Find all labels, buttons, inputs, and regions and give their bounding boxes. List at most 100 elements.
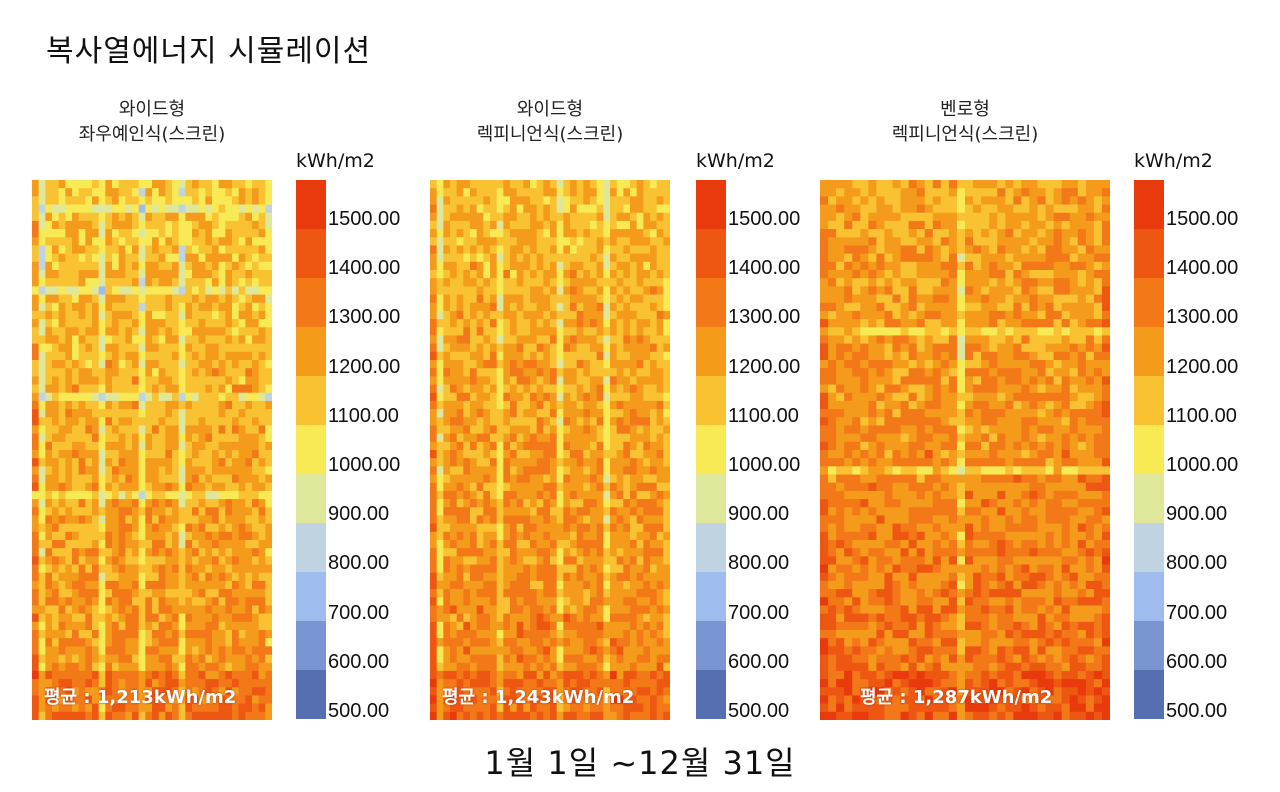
heatmap-cell [496,654,504,664]
heatmap-cell [112,270,120,279]
heatmap-cell [258,360,266,369]
heatmap-cell [463,679,471,688]
heatmap-cell [265,638,272,647]
heatmap-cell [450,474,458,484]
heatmap-cell [536,646,544,655]
heatmap-cell [643,703,651,713]
heatmap-cell [436,589,444,598]
heatmap-cell [576,564,584,574]
heatmap-cell [38,466,46,475]
heatmap-cell [38,450,46,459]
heatmap-cell [232,515,240,525]
heatmap-cell [583,695,591,705]
heatmap-cell [152,515,160,525]
heatmap-cell [556,441,564,451]
heatmap-cell [450,384,458,394]
heatmap-cell [32,237,40,246]
heatmap-cell [463,474,471,484]
heatmap-cell [450,450,458,459]
heatmap-cell [178,294,186,304]
heatmap-cell [45,646,53,655]
heatmap-cell [58,253,66,263]
heatmap-cell [844,204,853,214]
heatmap-cell [650,425,658,435]
heatmap-cell [32,196,40,205]
heatmap-cell [172,490,180,500]
heatmap-cell [656,679,664,688]
heatmap-cell [590,458,598,467]
heatmap-cell [650,695,658,705]
heatmap-cell [596,343,604,353]
heatmap-cell [630,654,638,664]
heatmap-cell [643,441,651,451]
heatmap-cell [92,695,100,705]
heatmap-cell [476,450,484,459]
heatmap-cell [72,695,80,705]
heatmap-cell [470,630,478,639]
heatmap-cell [583,703,591,713]
heatmap-cell [172,589,180,598]
heatmap-cell [656,392,664,402]
heatmap-cell [165,670,173,680]
heatmap-cell [610,294,618,304]
heatmap-cell [463,237,471,246]
heatmap-cell [232,523,240,533]
heatmap-cell [596,556,604,565]
heatmap-cell [65,229,73,238]
heatmap-cell [443,392,451,402]
heatmap-cell [616,392,624,402]
heatmap-cell [636,286,644,295]
heatmap-cell [265,507,272,516]
heatmap-cell [516,433,524,443]
heatmap-cell [65,654,73,664]
heatmap-cell [265,392,272,402]
heatmap-cell [650,351,658,361]
heatmap-cell [258,237,266,246]
heatmap-cell [152,711,160,720]
heatmap-cell [265,687,272,696]
heatmap-cell [610,482,618,492]
heatmap-cell [430,196,438,205]
heatmap-cell [252,572,260,582]
heatmap-cell [65,564,73,574]
heatmap-cell [192,441,200,451]
heatmap-cell [503,482,511,492]
heatmap-cell [112,515,120,525]
heatmap-cell [218,564,226,574]
heatmap-cell [32,613,40,623]
heatmap-cell [198,368,206,377]
heatmap-cell [496,261,504,271]
heatmap-cell [198,400,206,410]
heatmap-cell [225,188,233,197]
heatmap-cell [470,425,478,435]
heatmap-cell [58,392,66,402]
heatmap-cell [158,630,166,639]
heatmap-cell [185,605,193,615]
heatmap-cell [570,474,578,484]
heatmap-cell [258,286,266,295]
heatmap-cell [198,597,206,606]
heatmap-cell [596,466,604,475]
heatmap-cell [212,294,220,304]
heatmap-cell [198,286,206,295]
heatmap-cell [576,580,584,590]
heatmap-cell [92,319,100,328]
heatmap-cell [132,670,140,680]
heatmap-cell [165,540,173,549]
heatmap-cell [58,327,66,336]
heatmap-cell [258,278,266,287]
heatmap-cell [92,638,100,647]
heatmap-cell [265,229,272,238]
heatmap-cell [132,564,140,574]
legend-tick-label: 500.00 [328,700,390,722]
heatmap-cell [225,703,233,713]
heatmap-cell [530,409,538,418]
heatmap-cell [192,572,200,582]
heatmap-cell [663,711,670,720]
heatmap-cell [258,400,266,410]
heatmap-cell [152,605,160,615]
heatmap-cell [443,180,451,189]
heatmap-cell [265,474,272,484]
heatmap-cell [430,220,438,230]
heatmap-cell [610,286,618,295]
